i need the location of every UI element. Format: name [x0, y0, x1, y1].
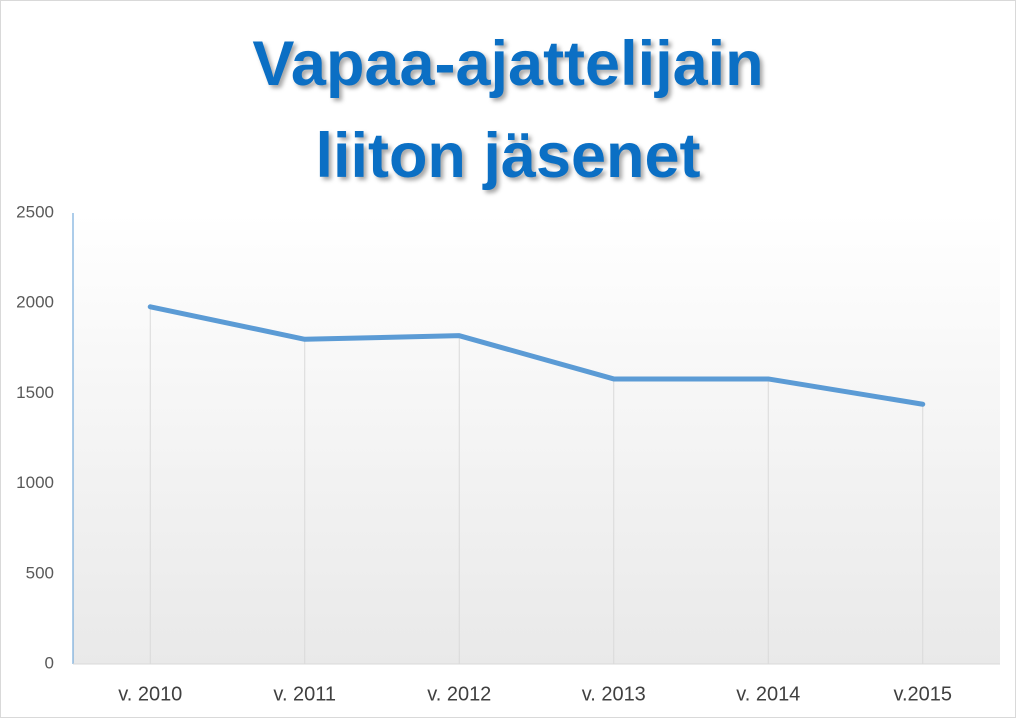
chart-title: Vapaa-ajattelijain liiton jäsenet [252, 29, 764, 191]
x-tick-label: v. 2011 [273, 683, 336, 705]
y-tick-label: 2000 [16, 293, 54, 312]
y-tick-label: 1500 [16, 383, 54, 402]
data-line [147, 304, 926, 407]
y-tick-label: 500 [26, 563, 54, 582]
x-tick-label: v. 2012 [427, 683, 491, 705]
y-tick-label: 2500 [16, 202, 54, 221]
y-tick-label: 0 [45, 653, 54, 672]
plot-area [73, 213, 1000, 664]
x-tick-label: v.2015 [893, 683, 952, 705]
x-tick-label: v. 2014 [736, 683, 800, 705]
x-tick-label: v. 2010 [118, 683, 182, 705]
y-tick-label: 1000 [16, 473, 54, 492]
x-tick-label: v. 2013 [582, 683, 646, 705]
